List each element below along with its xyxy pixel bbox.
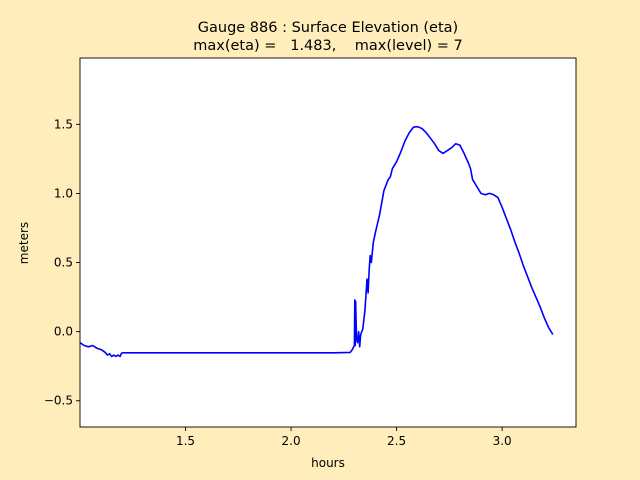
chart-title-line-2: max(eta) = 1.483, max(level) = 7: [193, 38, 463, 54]
series-line-eta: [79, 125, 554, 358]
x-tick-label: 1.5: [176, 434, 195, 448]
plot-frame: [79, 57, 577, 428]
plot-area: [80, 58, 576, 427]
y-tick-label: 0.0: [54, 325, 73, 339]
y-tick-label: 0.5: [54, 256, 73, 270]
chart-title-line-1: Gauge 886 : Surface Elevation (eta): [198, 20, 458, 36]
x-axis-label: hours: [311, 456, 345, 470]
y-axis-ticks: −0.5 0.0 0.5 1.0 1.5: [44, 117, 80, 408]
y-tick-label: 1.0: [54, 186, 73, 200]
x-tick-label: 3.0: [493, 434, 512, 448]
x-tick-label: 2.5: [387, 434, 406, 448]
y-tick-label: 1.5: [54, 117, 73, 131]
y-axis-label: meters: [17, 222, 31, 264]
y-tick-label: −0.5: [44, 394, 73, 408]
x-axis-ticks: 1.5 2.0 2.5 3.0: [176, 427, 512, 448]
x-tick-label: 2.0: [282, 434, 301, 448]
